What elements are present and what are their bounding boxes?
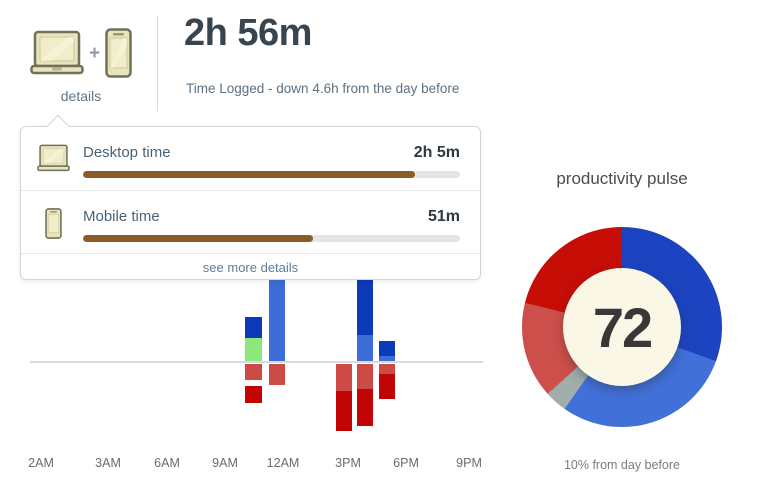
x-axis-tick: 3AM [95,456,121,470]
bar-segment-productive [379,356,395,361]
desktop-time-progress-fill [83,171,415,178]
plus-icon: + [88,43,101,64]
chart-bar[interactable] [357,272,373,426]
productivity-pulse-title: productivity pulse [556,169,688,188]
chart-bar[interactable] [269,272,285,385]
device-breakdown-popover: Desktop time 2h 5m [20,114,481,280]
mobile-time-value: 51m [427,208,460,225]
details-label: details [60,88,102,104]
chart-bar[interactable] [245,317,262,403]
mobile-time-progress-fill [83,235,313,242]
bar-segment-distracting [379,363,395,374]
x-axis-tick: 12AM [266,456,300,470]
pulse-score: 72 [592,295,653,359]
x-axis: 2AM 3AM 6AM 9AM 12AM 3PM 6PM 9PM [0,456,520,474]
desktop-time-value: 2h 5m [413,144,460,161]
pulse-score-circle: 72 [563,268,681,386]
see-more-details-link[interactable]: see more details [202,259,299,275]
bar-segment-very_distracting [336,390,352,431]
x-axis-tick: 6AM [154,456,180,470]
bar-segment-very_distracting [245,385,262,403]
bar-segment-productive [269,272,285,361]
x-axis-tick: 3PM [335,456,361,470]
time-logged-total: 2h 56m [184,12,312,54]
time-logged-subtitle: Time Logged - down 4.6h from the day bef… [186,81,460,96]
mobile-time-label: Mobile time [83,208,160,225]
bar-segment-very_productive [357,272,373,335]
mobile-time-row: Mobile time 51m [21,190,480,253]
bar-segment-very_productive [245,317,262,338]
chart-bar[interactable] [336,363,352,431]
bar-segment-distracting [269,363,285,385]
bar-segment-very_distracting [379,373,395,399]
chart-axis-line [30,361,483,363]
laptop-icon [37,144,70,173]
x-axis-tick: 9AM [212,456,238,470]
smartphone-icon [45,208,62,239]
bar-segment-distracting [336,363,352,391]
bar-segment-distracting [245,363,262,380]
bar-segment-very_productive [379,341,395,356]
smartphone-icon [105,28,132,78]
x-axis-tick: 2AM [28,456,54,470]
x-axis-tick: 6PM [393,456,419,470]
bar-segment-very_distracting [357,388,373,426]
pulse-change-label: 10% from day before [563,458,681,472]
laptop-icon [30,30,84,77]
x-axis-tick: 9PM [456,456,482,470]
desktop-time-row: Desktop time 2h 5m [21,127,480,190]
bar-segment-distracting [357,363,373,389]
popover-footer: see more details [21,253,480,280]
desktop-time-label: Desktop time [83,144,171,161]
mobile-time-progress-track [83,235,460,242]
bar-segment-productive [357,335,373,361]
header-divider [157,16,158,111]
bar-segment-neutral [245,338,262,361]
desktop-time-progress-track [83,171,460,178]
productivity-pulse-donut: 72 [522,227,722,427]
chart-bar[interactable] [379,341,395,399]
devices-details-link[interactable]: + details [26,26,136,104]
